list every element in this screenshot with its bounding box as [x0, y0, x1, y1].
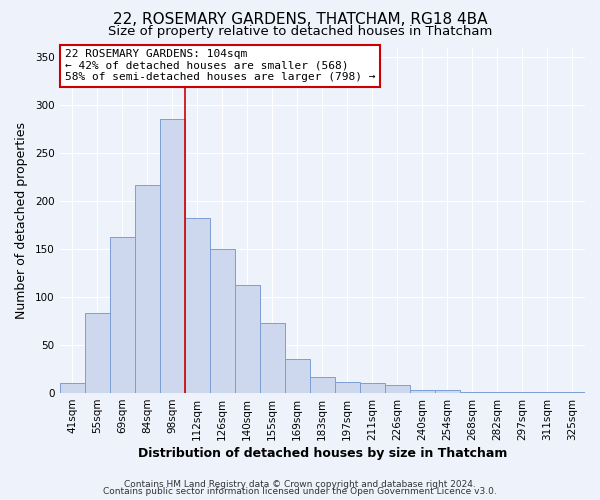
Bar [110, 236, 134, 393]
Bar [209, 249, 235, 393]
Text: 22, ROSEMARY GARDENS, THATCHAM, RG18 4BA: 22, ROSEMARY GARDENS, THATCHAM, RG18 4BA [113, 12, 487, 28]
Bar [260, 323, 285, 393]
Bar [385, 386, 410, 393]
Bar [410, 390, 435, 393]
Text: Size of property relative to detached houses in Thatcham: Size of property relative to detached ho… [108, 25, 492, 38]
Bar [435, 390, 460, 393]
X-axis label: Distribution of detached houses by size in Thatcham: Distribution of detached houses by size … [137, 447, 507, 460]
Y-axis label: Number of detached properties: Number of detached properties [15, 122, 28, 319]
Bar [535, 392, 560, 393]
Bar [235, 284, 260, 393]
Bar [360, 382, 385, 393]
Bar [335, 382, 360, 393]
Bar [560, 392, 585, 393]
Bar [485, 392, 510, 393]
Bar [510, 392, 535, 393]
Bar [310, 377, 335, 393]
Text: Contains HM Land Registry data © Crown copyright and database right 2024.: Contains HM Land Registry data © Crown c… [124, 480, 476, 489]
Bar [59, 384, 85, 393]
Text: 22 ROSEMARY GARDENS: 104sqm
← 42% of detached houses are smaller (568)
58% of se: 22 ROSEMARY GARDENS: 104sqm ← 42% of det… [65, 49, 376, 82]
Bar [285, 360, 310, 393]
Bar [160, 118, 185, 393]
Bar [460, 392, 485, 393]
Bar [185, 218, 209, 393]
Text: Contains public sector information licensed under the Open Government Licence v3: Contains public sector information licen… [103, 487, 497, 496]
Bar [134, 185, 160, 393]
Bar [85, 314, 110, 393]
